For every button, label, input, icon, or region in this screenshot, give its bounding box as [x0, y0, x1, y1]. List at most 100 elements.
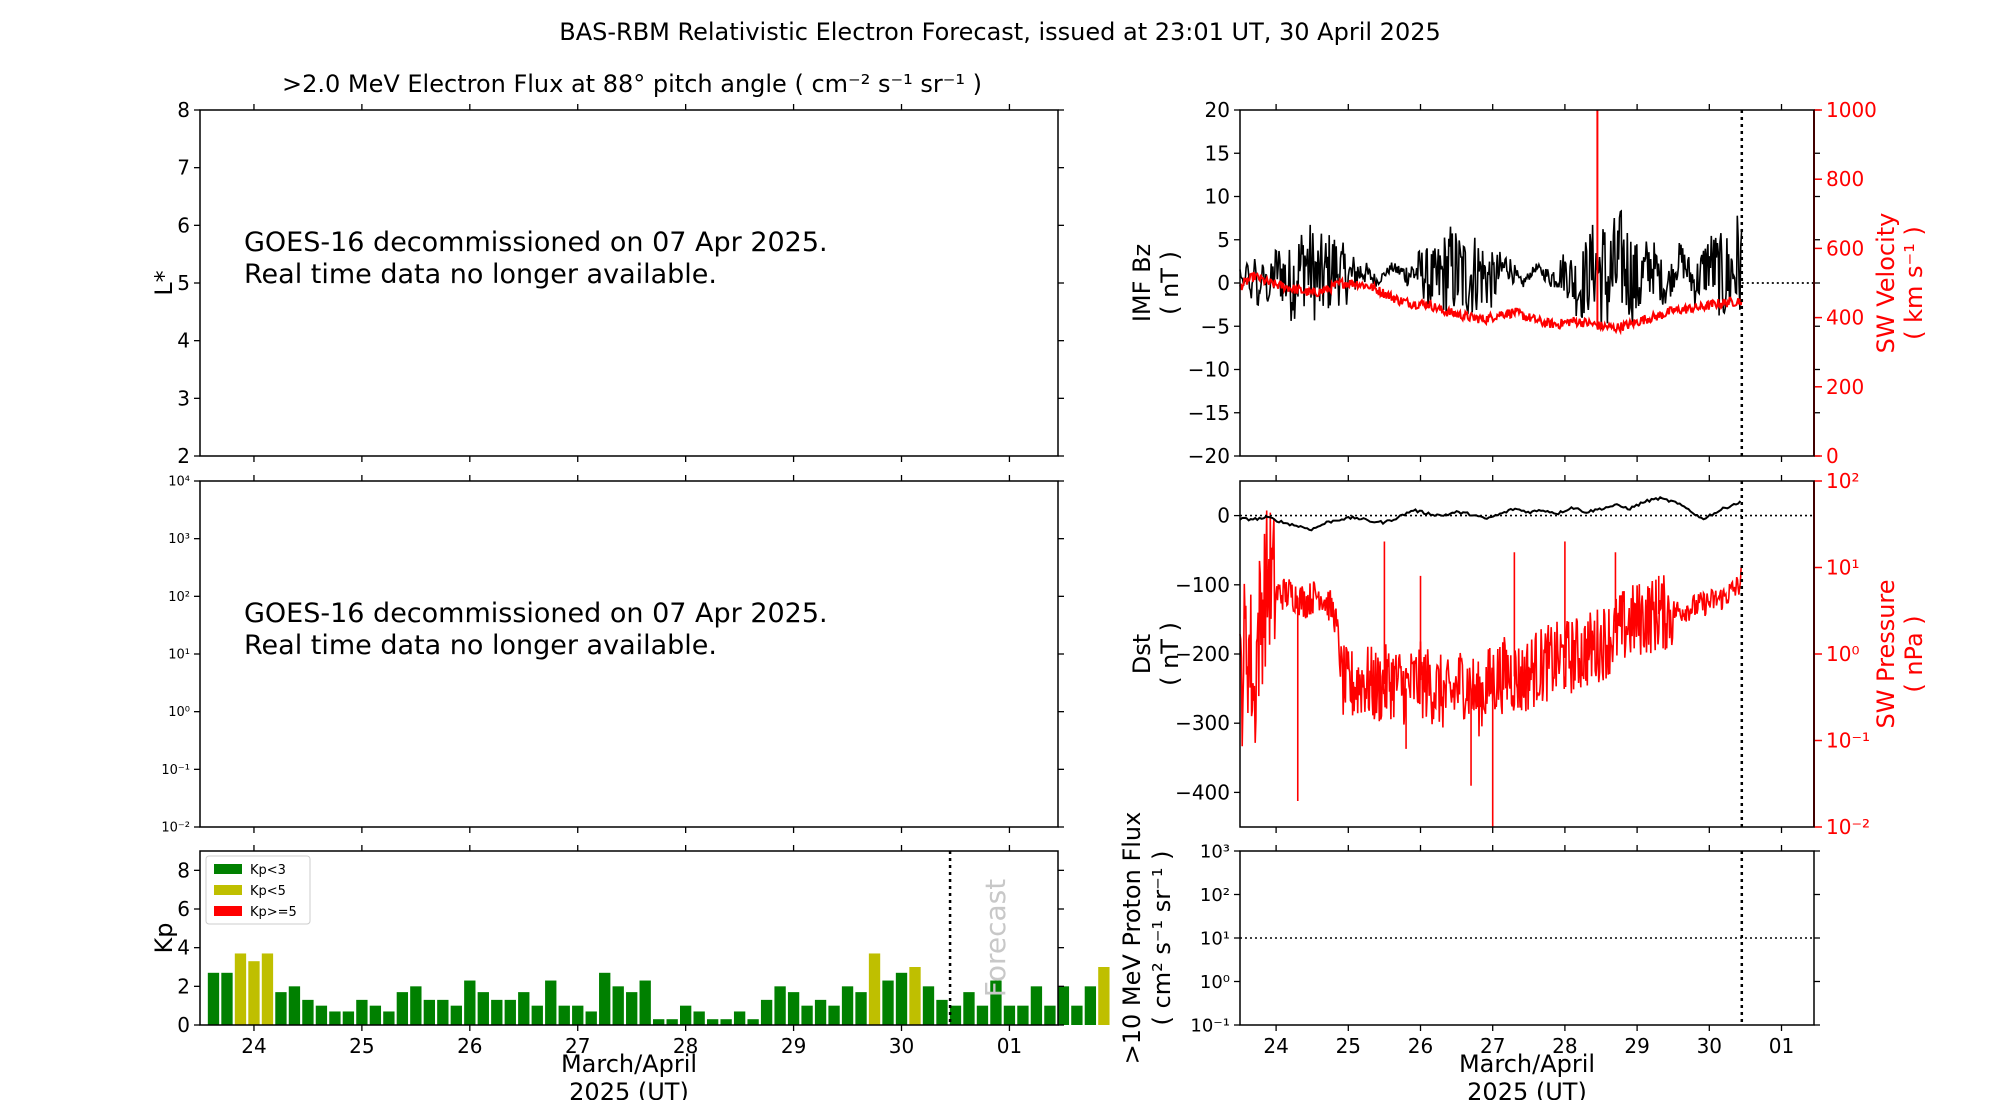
- kp-bar: [288, 986, 301, 1025]
- y2-tick-label: 400: [1826, 306, 1864, 330]
- kp-legend-swatch-high: [214, 906, 242, 916]
- kp-bar: [801, 1005, 813, 1025]
- kp-legend-swatch-low: [214, 864, 242, 874]
- kp-bar: [207, 972, 220, 1025]
- kp-bar: [639, 980, 651, 1025]
- lstar-axis-label: L*: [150, 270, 178, 295]
- y2-tick-label: 10²: [1826, 469, 1859, 493]
- imf-frame: [1239, 109, 1815, 457]
- dst-y-tick-label: 0: [1217, 504, 1230, 528]
- kp-bar: [504, 999, 516, 1025]
- x-tick-label: 27: [565, 1034, 590, 1058]
- kp-bar: [733, 1011, 746, 1025]
- imf-axis-label-line2: ( nT ): [1156, 251, 1184, 315]
- proton-frame: [1239, 850, 1815, 1026]
- flux-log-frame: [199, 480, 1059, 828]
- kp-bar: [221, 972, 233, 1025]
- y-tick-label: 10: [1205, 185, 1230, 209]
- x-tick-label: 01: [997, 1034, 1022, 1058]
- y-tick-label: −5: [1201, 314, 1230, 338]
- y2-tick-label: 600: [1826, 236, 1864, 260]
- flux-lstar-plot-area: [200, 110, 1058, 456]
- y-tick-label: 20: [1205, 98, 1230, 122]
- kp-bar: [936, 999, 948, 1025]
- kp-bar: [437, 999, 449, 1025]
- y-tick-label: 10³: [168, 532, 190, 547]
- kp-bar: [612, 986, 624, 1025]
- kp-bar: [990, 980, 1002, 1025]
- y2-tick-label: 800: [1826, 167, 1864, 191]
- kp-bar: [423, 999, 436, 1025]
- kp-bar: [1084, 986, 1097, 1025]
- figure-title: BAS-RBM Relativistic Electron Forecast, …: [559, 18, 1441, 46]
- sw-velocity-series: [1239, 271, 1743, 336]
- sw-pressure-series: [1239, 510, 1743, 747]
- proton-axis-label-line1: >10 MeV Proton Flux: [1118, 812, 1146, 1065]
- x-tick-label: 28: [673, 1034, 698, 1058]
- y-tick-label: 7: [177, 156, 190, 180]
- kp-bar: [841, 986, 854, 1025]
- y-tick-label: −10: [1188, 358, 1230, 382]
- kp-bar: [1057, 986, 1070, 1025]
- kp-bar: [329, 1011, 341, 1025]
- y-tick-label: 3: [177, 386, 190, 410]
- proton-xaxis-label-line1: March/April: [1459, 1050, 1595, 1078]
- kp-bar: [666, 1019, 678, 1025]
- flux-lstar-message-line1: GOES-16 decommissioned on 07 Apr 2025.: [244, 227, 828, 258]
- kp-bar: [450, 1005, 462, 1025]
- kp-bar: [720, 1019, 732, 1025]
- kp-bar: [1071, 1005, 1083, 1025]
- kp-bar: [410, 986, 422, 1025]
- kp-y-tick-label: 0: [177, 1013, 190, 1037]
- sw-pressure-axis-label-line1: SW Pressure: [1872, 579, 1900, 728]
- axes-ticks: 24 25 26 27 28 29 30 01 24 25 26 27 28 29 30 0123456781…: [161, 98, 1877, 1058]
- kp-bar: [545, 980, 557, 1025]
- y-tick-label: 5: [177, 271, 190, 295]
- kp-bar: [572, 1005, 584, 1025]
- y-tick-label: 10¹: [1200, 928, 1230, 949]
- dst-frame: [1239, 480, 1815, 828]
- y-tick-label: 10²: [1200, 885, 1230, 906]
- sw-velocity-axis-label-line1: SW Velocity: [1872, 213, 1900, 354]
- x-tick-label: 25: [349, 1034, 374, 1058]
- x-tick-label: 24: [241, 1034, 266, 1058]
- flux-log-message-line2: Real time data no longer available.: [244, 630, 717, 661]
- kp-bar: [1044, 1005, 1056, 1025]
- kp-bar: [626, 992, 638, 1025]
- kp-bar: [895, 972, 908, 1025]
- y-tick-label: 2: [177, 444, 190, 468]
- kp-bar: [747, 1019, 759, 1025]
- kp-bar: [949, 1005, 962, 1025]
- kp-bar: [275, 992, 287, 1025]
- kp-bar: [585, 1011, 597, 1025]
- y-tick-label: 10²: [168, 590, 190, 605]
- kp-bar: [531, 1005, 543, 1025]
- kp-bar: [396, 992, 409, 1025]
- dst-series: [1239, 496, 1742, 532]
- flux-log-message-line1: GOES-16 decommissioned on 07 Apr 2025.: [244, 598, 828, 629]
- kp-bar: [315, 1005, 328, 1025]
- x-tick-label: 30: [1697, 1034, 1722, 1058]
- kp-bar: [787, 992, 800, 1025]
- kp-bar: [922, 986, 935, 1025]
- forecast-label: Forecast: [979, 879, 1012, 998]
- kp-y-tick-label: 6: [177, 897, 190, 921]
- kp-bar: [518, 992, 530, 1025]
- kp-legend-label-high: Kp>=5: [250, 905, 297, 920]
- dst-y-tick-label: −200: [1175, 642, 1230, 666]
- dst-y-tick-label: −400: [1175, 780, 1230, 804]
- sw-velocity-axis-label-line2: ( km s⁻¹ ): [1900, 226, 1928, 340]
- y-tick-label: 10³: [1200, 841, 1230, 862]
- kp-bar: [828, 1005, 840, 1025]
- flux-lstar-frame: [199, 109, 1059, 457]
- kp-bar: [302, 999, 314, 1025]
- kp-frame: [199, 850, 1059, 1026]
- imf-axis-label-line1: IMF Bz: [1128, 244, 1156, 322]
- y-tick-label: 10⁻¹: [1190, 1015, 1230, 1036]
- kp-bar: [356, 999, 368, 1025]
- x-tick-label: 26: [1408, 1034, 1433, 1058]
- y-tick-label: −15: [1188, 401, 1230, 425]
- kp-xaxis-label-line1: March/April: [561, 1050, 697, 1078]
- kp-bar: [774, 986, 786, 1025]
